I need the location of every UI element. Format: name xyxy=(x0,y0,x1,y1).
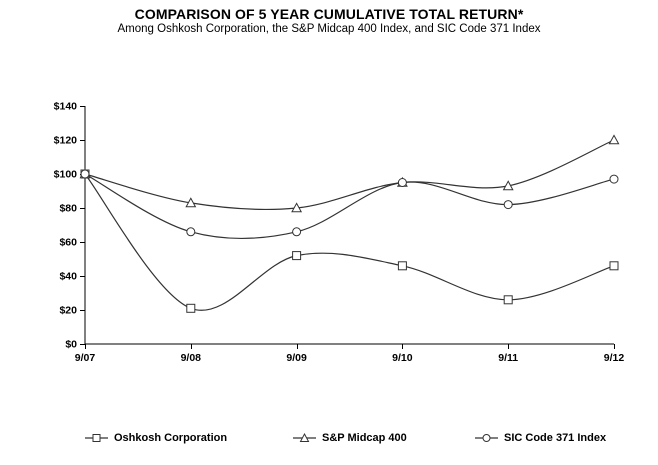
data-point-marker-oshkosh-corporation xyxy=(186,303,196,313)
series-line-sic-code-371-index xyxy=(84,173,615,240)
chart-title: COMPARISON OF 5 YEAR CUMULATIVE TOTAL RE… xyxy=(134,6,524,22)
y-axis-tick-label: $40 xyxy=(59,271,77,283)
circle-marker-glyph xyxy=(482,434,491,442)
data-point-marker-oshkosh-corporation xyxy=(397,261,407,271)
series-line-oshkosh-corporation xyxy=(84,173,615,311)
y-axis-tick-label: $20 xyxy=(59,305,77,317)
y-axis-tick-label: $80 xyxy=(59,203,77,215)
legend-item-s-p-midcap-400: S&P Midcap 400 xyxy=(293,431,407,445)
y-axis-tick-label: $60 xyxy=(59,237,77,249)
y-axis-tick-label: $140 xyxy=(54,101,78,113)
legend-item-sic-code-371-index: SIC Code 371 Index xyxy=(475,431,606,445)
y-axis-tick-label: $0 xyxy=(65,339,77,351)
legend-label: S&P Midcap 400 xyxy=(322,432,407,444)
data-point-marker-sic-code-371-index xyxy=(503,200,513,210)
data-point-marker-sic-code-371-index xyxy=(186,227,196,237)
legend-label: SIC Code 371 Index xyxy=(504,432,607,444)
triangle-marker-glyph xyxy=(299,432,310,442)
data-point-marker-oshkosh-corporation xyxy=(503,295,513,305)
legend-item-oshkosh-corporation: Oshkosh Corporation xyxy=(85,431,227,445)
data-point-marker-sic-code-371-index xyxy=(292,227,302,237)
triangle-marker-icon xyxy=(293,432,316,442)
data-point-marker-s-p-midcap-400 xyxy=(185,197,197,208)
x-axis-tick-label: 9/12 xyxy=(604,352,625,364)
data-point-marker-s-p-midcap-400 xyxy=(291,202,303,213)
chart-subtitle: Among Oshkosh Corporation, the S&P Midca… xyxy=(117,23,541,35)
data-point-marker-s-p-midcap-400 xyxy=(608,134,620,145)
data-point-marker-oshkosh-corporation xyxy=(609,261,619,271)
x-axis-tick-label: 9/10 xyxy=(392,352,413,364)
data-point-marker-sic-code-371-index xyxy=(609,174,619,184)
square-marker-glyph xyxy=(92,434,101,442)
x-axis-tick-label: 9/07 xyxy=(75,352,96,364)
data-point-marker-sic-code-371-index xyxy=(397,178,407,187)
data-point-marker-oshkosh-corporation xyxy=(292,251,302,261)
x-axis-tick-label: 9/09 xyxy=(286,352,307,364)
y-axis-tick-label: $120 xyxy=(54,135,78,147)
y-axis-tick-label: $100 xyxy=(54,169,78,181)
legend-label: Oshkosh Corporation xyxy=(114,432,228,444)
data-point-marker-s-p-midcap-400 xyxy=(502,180,514,191)
data-point-marker-sic-code-371-index xyxy=(80,169,90,179)
series-line-s-p-midcap-400 xyxy=(84,139,615,211)
circle-marker-icon xyxy=(475,434,498,442)
x-axis-tick-label: 9/08 xyxy=(181,352,202,364)
x-axis-tick-label: 9/11 xyxy=(498,352,518,364)
square-marker-icon xyxy=(85,434,108,442)
